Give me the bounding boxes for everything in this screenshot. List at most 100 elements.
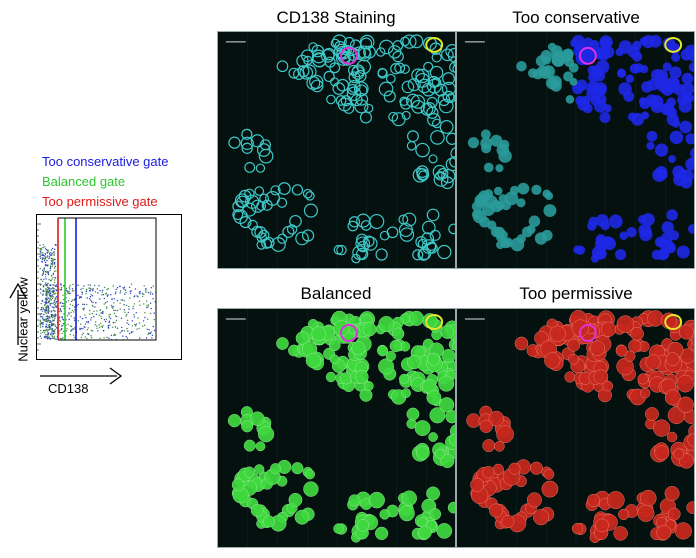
cell [448,223,455,235]
cell [288,492,303,507]
legend-conservative: Too conservative gate [42,154,169,169]
scatter-event [45,337,47,339]
scatter-event [107,327,110,329]
scatter-event [134,295,136,297]
cell [401,110,411,120]
scatter-event [144,312,146,314]
scatter-event [71,299,74,301]
cell [680,176,693,189]
scatter-event [39,324,42,326]
scatter-event [62,294,64,296]
scatter-event [96,325,98,327]
scatter-event [107,288,110,290]
cell [669,66,682,79]
cell [411,68,425,83]
cell [439,120,454,134]
scatter-event [119,332,121,334]
cell [560,49,574,63]
scatter-event [150,291,152,293]
scatter-event [55,338,57,340]
scatter-event [107,294,109,296]
cell [573,245,582,255]
scatter-event [42,244,44,246]
cell [438,98,454,114]
cell [490,134,503,147]
cell [483,189,494,199]
cell [600,321,617,337]
scatter-event [51,295,53,297]
scatter-event [119,290,122,292]
scatter-event [52,273,54,275]
scatter-event [39,335,42,337]
scatter-event [52,330,54,333]
scatter-event [52,284,54,286]
cell [232,200,244,213]
scatter-event [111,306,113,308]
cell [618,40,633,54]
scatter-event [106,301,108,303]
panel-cd138 [217,31,456,269]
scatter-event [107,324,110,327]
magenta-marker-circle [578,46,597,65]
scatter-event [42,273,44,275]
scatter-event [47,264,49,266]
cell [667,76,679,88]
cell [571,522,584,535]
cell [665,352,680,367]
scatter-event [59,337,62,340]
scatter-event [119,302,121,304]
cell [377,68,388,79]
cell [294,509,310,525]
cell [662,102,675,115]
scatter-event [99,298,101,300]
scatter-event [138,300,141,302]
cell [631,51,643,62]
scatter-event [133,303,136,305]
scatter-event [151,293,154,295]
scatter-event [45,293,48,296]
scatter-event [145,337,148,339]
scatter-event [103,286,106,289]
cell [678,99,693,113]
scatter-event [51,331,53,333]
cell [428,154,438,164]
scatter-event [70,311,72,314]
cell [492,463,504,476]
cell [423,61,434,72]
scatter-event [112,322,115,324]
scatter-event [113,312,116,315]
scatter-event [62,323,65,325]
cell [588,216,599,227]
scatter-event [39,250,41,253]
scatter-event [43,308,45,311]
scatter-event [153,318,155,321]
scatter-event [45,303,47,305]
cell [333,523,344,534]
cell [258,426,275,443]
yellow-marker-circle [425,36,444,53]
scatter-event [143,324,146,326]
cell [677,396,694,414]
scatter-event [149,293,152,295]
magenta-marker-circle [578,324,597,342]
scatter-event [89,287,91,289]
scatter-event [80,323,82,325]
cell [654,445,670,461]
scatter-event [115,319,118,322]
cell [504,191,519,206]
cell [336,244,347,256]
scatter-event [95,321,97,323]
scatter-event [69,288,71,290]
scatter-event [45,278,47,280]
cell [526,492,542,508]
cell [615,344,628,357]
cell [494,440,505,452]
cell [417,525,432,540]
scatter-event [103,319,106,321]
cell [445,132,455,145]
cell [646,141,655,150]
cell [628,339,642,353]
scatter-event [54,328,56,331]
scatter-event [42,280,44,282]
scatter-event [115,309,117,312]
